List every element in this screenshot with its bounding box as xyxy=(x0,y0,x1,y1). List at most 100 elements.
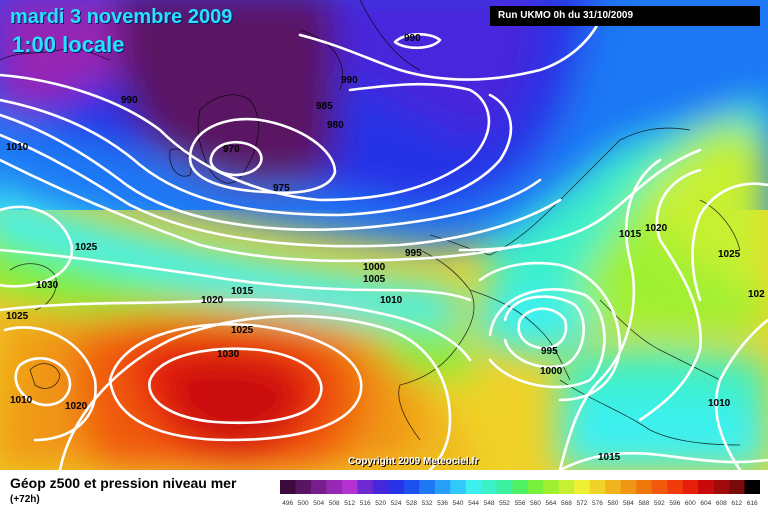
color-scale-swatch xyxy=(310,480,327,494)
color-scale-tick-label: 612 xyxy=(731,500,742,507)
isobar-label: 1025 xyxy=(75,242,98,253)
color-scale-swatch xyxy=(434,480,451,494)
color-scale-tick-label: 616 xyxy=(747,500,758,507)
color-scale-swatch xyxy=(682,480,699,494)
color-scale-tick-label: 576 xyxy=(592,500,603,507)
color-scale-swatch xyxy=(450,480,467,494)
color-scale-swatch xyxy=(667,480,683,494)
color-scale-tick-label: 500 xyxy=(298,500,309,507)
color-scale-tick-label: 536 xyxy=(437,500,448,507)
color-scale-tick-label: 608 xyxy=(716,500,727,507)
color-scale-swatch xyxy=(280,480,296,494)
color-scale-tick-label: 588 xyxy=(638,500,649,507)
isobar-label: 1025 xyxy=(718,249,741,260)
color-scale-tick-label: 572 xyxy=(577,500,588,507)
footer: Géop z500 et pression niveau mer (+72h) … xyxy=(0,470,768,512)
weather-map: 990 990 990 985 980 970 975 1010 1025 10… xyxy=(0,0,768,470)
isobar-label: 1020 xyxy=(645,223,668,234)
color-scale-swatch xyxy=(512,480,529,494)
color-scale-swatch xyxy=(729,480,745,494)
isobar-label: 990 xyxy=(404,33,421,44)
field-title: Géop z500 et pression niveau mer xyxy=(10,475,237,491)
isobar-label: 1015 xyxy=(598,452,621,463)
isobar-label: 985 xyxy=(316,101,333,112)
isobar-label: 1010 xyxy=(6,142,29,153)
color-scale-swatch xyxy=(744,480,760,494)
color-scale-tick-label: 568 xyxy=(561,500,572,507)
isobar-label: 1010 xyxy=(708,398,731,409)
model-run-label: Run UKMO 0h du 31/10/2009 xyxy=(490,6,760,26)
copyright-label: Copyright 2009 Meteociel.fr xyxy=(348,456,479,467)
isobar-label: 102 xyxy=(748,289,765,300)
color-scale-tick-label: 560 xyxy=(530,500,541,507)
color-scale-swatch xyxy=(295,480,312,494)
color-scale-tick-label: 508 xyxy=(329,500,340,507)
isobar-labels: 990 990 990 985 980 970 975 1010 1025 10… xyxy=(6,33,765,463)
color-scale-swatch xyxy=(403,480,420,494)
color-scale-tick-label: 584 xyxy=(623,500,634,507)
color-scale-swatch xyxy=(341,480,358,494)
color-scale-tick-label: 556 xyxy=(515,500,526,507)
color-scale-tick-label: 596 xyxy=(669,500,680,507)
color-scale-swatch xyxy=(589,480,606,494)
color-scale-swatch xyxy=(698,480,714,494)
color-scale-swatch xyxy=(496,480,513,494)
color-scale-swatch xyxy=(527,480,544,494)
color-scale-swatch xyxy=(574,480,590,494)
color-scale-swatch xyxy=(651,480,668,494)
isobar-label: 970 xyxy=(223,144,240,155)
color-scale-tick-label: 512 xyxy=(344,500,355,507)
isobar-label: 1025 xyxy=(6,311,29,322)
color-scale-tick-label: 520 xyxy=(375,500,386,507)
color-scale-tick-label: 504 xyxy=(313,500,324,507)
color-scale: 496 500 504 508 512 516 520 524 528 532 536 540 544 5… xyxy=(280,480,760,507)
color-scale-tick-label: 580 xyxy=(607,500,618,507)
color-scale-swatch xyxy=(620,480,637,494)
isobar-label: 1020 xyxy=(65,401,88,412)
isobar-label: 1025 xyxy=(231,325,254,336)
color-scale-tick-label: 552 xyxy=(499,500,510,507)
color-scale-swatch xyxy=(543,480,560,494)
isobar-label: 1015 xyxy=(231,286,254,297)
color-scale-swatch xyxy=(605,480,621,494)
color-scale-tick-label: 516 xyxy=(360,500,371,507)
color-scale-swatch xyxy=(713,480,730,494)
color-scale-tick-label: 592 xyxy=(654,500,665,507)
isobar-label: 975 xyxy=(273,183,290,194)
color-scale-tick-label: 524 xyxy=(391,500,402,507)
isobar-label: 1010 xyxy=(380,295,403,306)
color-scale-tick-label: 532 xyxy=(422,500,433,507)
forecast-time: 1:00 locale xyxy=(12,32,125,57)
color-scale-tick-label: 540 xyxy=(453,500,464,507)
isobar-label: 1030 xyxy=(36,280,59,291)
color-scale-tick-label: 600 xyxy=(685,500,696,507)
color-scale-swatch xyxy=(419,480,436,494)
color-scale-tick-label: 564 xyxy=(546,500,557,507)
isobar-label: 1020 xyxy=(201,295,224,306)
isobar-label: 990 xyxy=(121,95,138,106)
isobar-label: 1010 xyxy=(10,395,33,406)
color-scale-swatch xyxy=(357,480,374,494)
color-scale-swatch xyxy=(558,480,575,494)
color-scale-tick-label: 544 xyxy=(468,500,479,507)
isobar-label: 980 xyxy=(327,120,344,131)
isobar-label: 995 xyxy=(405,248,422,259)
color-scale-swatch xyxy=(636,480,652,494)
color-scale-swatch xyxy=(326,480,343,494)
isobars xyxy=(0,18,768,470)
isobar-label: 1030 xyxy=(217,349,240,360)
isobar-label: 1015 xyxy=(619,229,642,240)
color-scale-swatch xyxy=(388,480,405,494)
color-scale-tick-label: 528 xyxy=(406,500,417,507)
color-scale-swatch xyxy=(465,480,482,494)
lead-time: (+72h) xyxy=(10,494,40,505)
isobar-label: 1005 xyxy=(363,274,386,285)
color-scale-tick-label: 496 xyxy=(282,500,293,507)
color-scale-swatch xyxy=(372,480,389,494)
color-scale-swatch xyxy=(481,480,498,494)
isobar-label: 1000 xyxy=(540,366,563,377)
isobar-label: 1000 xyxy=(363,262,386,273)
color-scale-tick-label: 548 xyxy=(484,500,495,507)
color-scale-tick-label: 604 xyxy=(700,500,711,507)
forecast-date: mardi 3 novembre 2009 xyxy=(10,6,233,28)
